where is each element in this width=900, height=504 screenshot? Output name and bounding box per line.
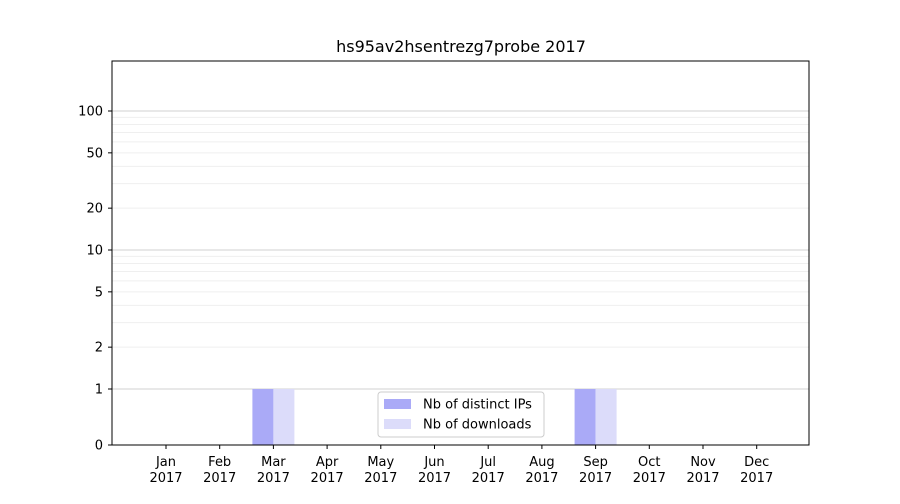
bar-downloads-sep — [595, 389, 617, 445]
x-tick-label-year: 2017 — [364, 471, 397, 486]
bar-downloads-mar — [273, 389, 295, 445]
x-tick-label-year: 2017 — [472, 471, 505, 486]
y-tick-label: 5 — [95, 285, 103, 300]
bars — [252, 389, 617, 445]
y-tick-label: 50 — [86, 146, 103, 161]
y-tick-label: 0 — [95, 439, 103, 454]
x-tick-label-month: Aug — [529, 455, 554, 470]
x-tick-label-year: 2017 — [257, 471, 290, 486]
x-tick-label-month: Oct — [638, 455, 660, 470]
legend-box — [377, 391, 545, 438]
plot-area-frame — [111, 60, 810, 446]
x-tick-label-year: 2017 — [525, 471, 558, 486]
y-tick-label: 10 — [86, 244, 103, 259]
chart-title: hs95av2hsentrezg7probe 2017 — [336, 37, 586, 56]
x-tick-label-month: Jul — [479, 455, 496, 470]
legend-label: Nb of distinct IPs — [423, 398, 532, 413]
legend-label: Nb of downloads — [423, 418, 532, 433]
x-tick-label-year: 2017 — [311, 471, 344, 486]
x-tick-label-month: Dec — [744, 455, 769, 470]
y-tick-label: 2 — [95, 341, 103, 356]
y-axis: 0 1 2 5 10 20 50 100 — [78, 105, 112, 454]
x-tick-label-month: Jan — [155, 455, 176, 470]
x-tick-label-year: 2017 — [633, 471, 666, 486]
legend-swatch — [384, 399, 411, 409]
x-tick-label-year: 2017 — [740, 471, 773, 486]
x-tick-label-year: 2017 — [418, 471, 451, 486]
x-tick-label-month: Jun — [423, 455, 444, 470]
x-tick-label-month: Nov — [690, 455, 716, 470]
x-tick-label-month: May — [367, 455, 394, 470]
x-tick-label-year: 2017 — [686, 471, 719, 486]
bar-distinct-ips-sep — [574, 389, 596, 445]
y-tick-label: 20 — [86, 202, 103, 217]
x-tick-label-month: Feb — [208, 455, 231, 470]
x-tick-label-month: Apr — [316, 455, 339, 470]
x-tick-label-year: 2017 — [203, 471, 236, 486]
x-tick-label-year: 2017 — [149, 471, 182, 486]
y-tick-label: 1 — [95, 383, 103, 398]
legend: Nb of distinct IPs Nb of downloads — [377, 391, 545, 438]
x-tick-label-year: 2017 — [579, 471, 612, 486]
grid-lines — [112, 110, 809, 390]
legend-swatch — [384, 419, 411, 429]
x-axis: Jan2017Feb2017Mar2017Apr2017May2017Jun20… — [149, 445, 773, 486]
x-tick-label-month: Mar — [261, 455, 286, 470]
bar-distinct-ips-mar — [252, 389, 274, 445]
x-tick-label-month: Sep — [583, 455, 608, 470]
y-tick-label: 100 — [78, 105, 103, 120]
